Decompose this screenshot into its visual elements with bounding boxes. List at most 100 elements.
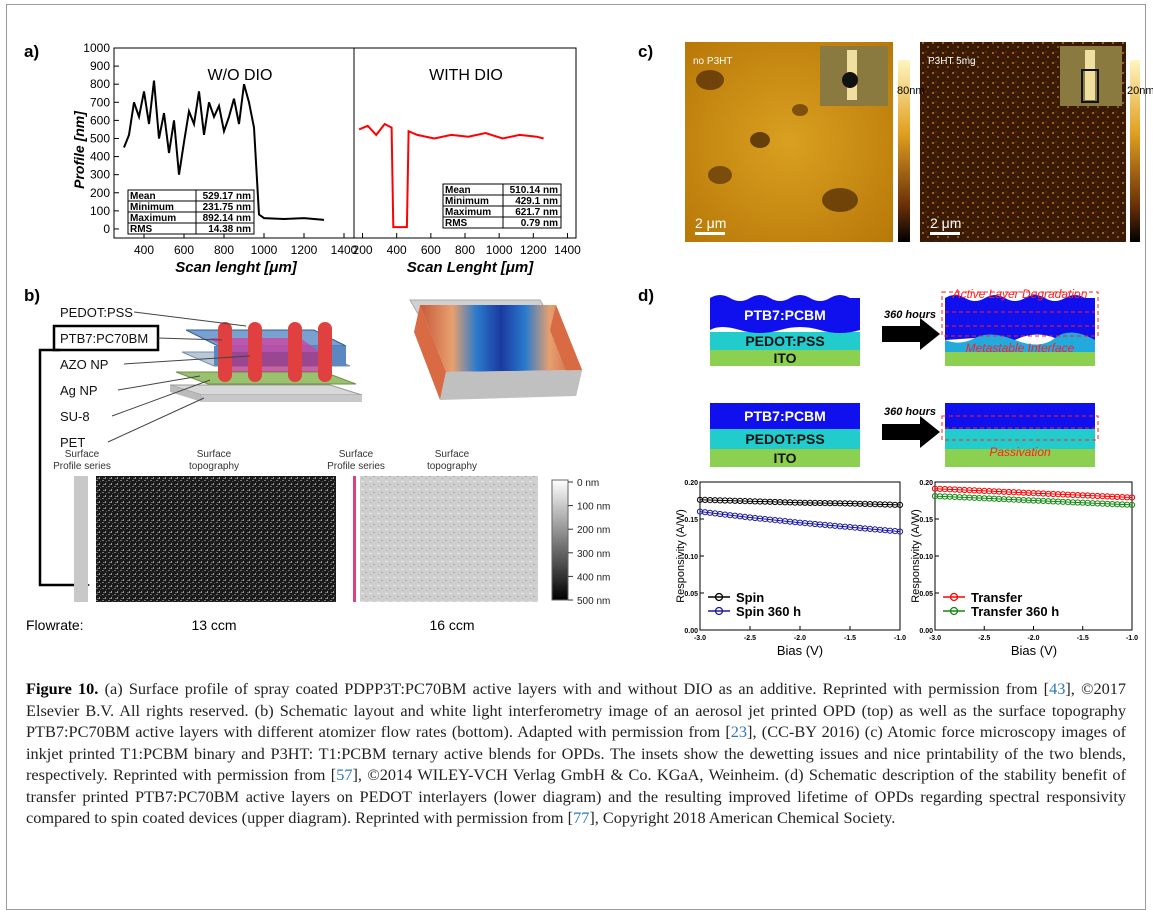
stats-key: Mean bbox=[445, 185, 471, 196]
profile-series-line bbox=[123, 80, 325, 221]
resp-xtick-label: -2.0 bbox=[1027, 635, 1039, 642]
resp-series-line bbox=[934, 488, 1133, 498]
stats-value: 529.17 nm bbox=[203, 191, 251, 202]
resp-xtick-label: -1.5 bbox=[1077, 635, 1089, 642]
resp-plot-right: -3.0 -2.5 -2.0 -1.5 -1.0 0.20 0.15 0.10 0.05 0.00… bbox=[919, 480, 1138, 642]
stack-spin-before bbox=[710, 295, 860, 366]
resp-data-point bbox=[1128, 494, 1136, 501]
layer-labels: PEDOT:PSS PTB7:PC70BM AZO NP Ag NP SU-8 PET bbox=[60, 305, 251, 450]
profile-series-line bbox=[358, 122, 544, 229]
stats-key: RMS bbox=[130, 224, 153, 235]
a-ytick-label: 200 bbox=[90, 186, 110, 200]
resp-plot-left: -3.0 -2.5 -2.0 -1.5 -1.0 0.20 0.15 0.10 0.05 0.00… bbox=[684, 480, 906, 642]
afm-colorbar-20 bbox=[1130, 60, 1140, 242]
a-right-xtick-label: 1000 bbox=[486, 243, 513, 257]
colorbar-tick-label: 500 nm bbox=[577, 596, 610, 607]
caption-text-2: ], ©2017 Elsevier B.V. All rights reserv… bbox=[26, 679, 1127, 741]
resp-ytick-label: 0.10 bbox=[919, 554, 933, 561]
stats-key: Mean bbox=[130, 191, 156, 202]
a-right-xtick-label: 800 bbox=[455, 243, 475, 257]
caption-ref-43[interactable]: 43 bbox=[1049, 679, 1066, 698]
afm-bar-2: 20nm bbox=[1127, 85, 1153, 97]
a-ytick-label: 700 bbox=[90, 95, 110, 109]
a-ytick-label: 400 bbox=[90, 150, 110, 164]
resp-ytick-label: 0.20 bbox=[684, 480, 698, 487]
stack1-pedot: PEDOT:PSS bbox=[745, 333, 824, 349]
a-right-xtick-label: 1200 bbox=[520, 243, 547, 257]
stats-value: 892.14 nm bbox=[203, 213, 251, 224]
afm-title-1: no P3HT bbox=[693, 56, 732, 67]
legend-entry: Transfer bbox=[971, 590, 1022, 605]
arrow-label-2: 360 hours bbox=[884, 406, 936, 418]
stats-value: 0.79 nm bbox=[521, 218, 558, 229]
a-left-xtick-label: 1200 bbox=[291, 243, 318, 257]
afm-colorbar-80 bbox=[898, 60, 910, 242]
caption-ref-57[interactable]: 57 bbox=[336, 765, 353, 784]
a-left-xtick-label: 600 bbox=[174, 243, 194, 257]
pointer-line bbox=[38, 348, 78, 587]
layer-label: PTB7:PC70BM bbox=[60, 331, 148, 346]
caption-text-0: (a) Surface profile of spray coated PDPP… bbox=[98, 679, 1050, 698]
stack-transfer-before bbox=[710, 403, 860, 467]
colorbar-tick-label: 200 nm bbox=[577, 525, 610, 536]
panel-a-right-title: WITH DIO bbox=[429, 67, 503, 84]
afm-scalebar-1 bbox=[695, 232, 725, 235]
topography-column-headers: Surface Profile series Surface topography Su… bbox=[53, 449, 477, 472]
layer-label: Ag NP bbox=[60, 383, 98, 398]
panel-d-label: d) bbox=[638, 286, 654, 305]
stats-value: 510.14 nm bbox=[510, 185, 558, 196]
legend-entry: Spin 360 h bbox=[736, 604, 801, 619]
panel-b-label: b) bbox=[24, 286, 40, 305]
stats-key: Minimum bbox=[130, 202, 174, 213]
afm-image-no-p3ht bbox=[685, 42, 893, 242]
column-header: Surface topography bbox=[189, 449, 239, 472]
stack2-pedot: PEDOT:PSS bbox=[745, 431, 824, 447]
layer-leader-line bbox=[117, 375, 201, 391]
caption-ref-23[interactable]: 23 bbox=[730, 722, 748, 741]
profile-series-13ccm bbox=[74, 476, 88, 602]
layer-leader-line bbox=[107, 397, 205, 443]
column-header: Surface topography bbox=[427, 449, 477, 472]
stats-key: RMS bbox=[445, 218, 468, 229]
legend-swatch-marker bbox=[714, 592, 724, 602]
resp-xtick-label: -1.5 bbox=[844, 635, 856, 642]
resp-xtick-label: -1.0 bbox=[894, 635, 906, 642]
resp-series-line bbox=[934, 495, 1133, 506]
note-active-degradation: Active Layer Degradation bbox=[952, 287, 1088, 301]
arrow-2 bbox=[882, 416, 940, 448]
profile-series-16ccm bbox=[353, 476, 356, 602]
afm-bar-1: 80nm bbox=[897, 85, 925, 97]
flowrate-13: 13 ccm bbox=[191, 617, 236, 633]
layer-label: AZO NP bbox=[60, 357, 108, 372]
column-header: Surface Profile series bbox=[327, 449, 385, 472]
panel-a-right-plot bbox=[358, 122, 544, 229]
panel-a-right-x-label: Scan Lenght [μm] bbox=[407, 259, 535, 276]
caption-text-6: ], ©2014 WILEY-VCH Verlag GmbH & Co. KGa… bbox=[26, 765, 1126, 827]
resp-data-point bbox=[1128, 501, 1136, 508]
layer-label: PEDOT:PSS bbox=[60, 305, 133, 320]
a-ytick-label: 1000 bbox=[83, 41, 110, 55]
layer-leader-line bbox=[157, 337, 223, 341]
a-left-xtick-label: 800 bbox=[214, 243, 234, 257]
wli-3d-image bbox=[409, 299, 582, 400]
figure-frame bbox=[6, 4, 1146, 910]
flowrate-label: Flowrate: bbox=[26, 617, 84, 633]
panel-a-left-x-label: Scan lenght [μm] bbox=[175, 259, 298, 276]
panel-a-right-x-axis: 200 400 600 800 1000 1200 1400 bbox=[353, 233, 581, 257]
afm-title-2: P3HT 5mg bbox=[928, 56, 976, 67]
caption-ref-77[interactable]: 77 bbox=[573, 808, 590, 827]
a-left-xtick-label: 1400 bbox=[331, 243, 358, 257]
stack1-ito: ITO bbox=[773, 350, 796, 366]
a-ytick-label: 100 bbox=[90, 204, 110, 218]
legend-swatch-marker bbox=[949, 592, 959, 602]
resp-ytick-label: 0.00 bbox=[684, 628, 698, 635]
resp-ytick-label: 0.05 bbox=[919, 591, 933, 598]
resp-xtick-label: -3.0 bbox=[694, 635, 706, 642]
resp-left-ylabel: Responsivity (A/W) bbox=[675, 509, 687, 603]
resp-xtick-label: -3.0 bbox=[929, 635, 941, 642]
layer-label: PET bbox=[60, 435, 85, 450]
device-schematic bbox=[169, 322, 363, 402]
layer-leader-line bbox=[133, 311, 247, 327]
afm-scale-2: 2 μm bbox=[930, 215, 961, 231]
